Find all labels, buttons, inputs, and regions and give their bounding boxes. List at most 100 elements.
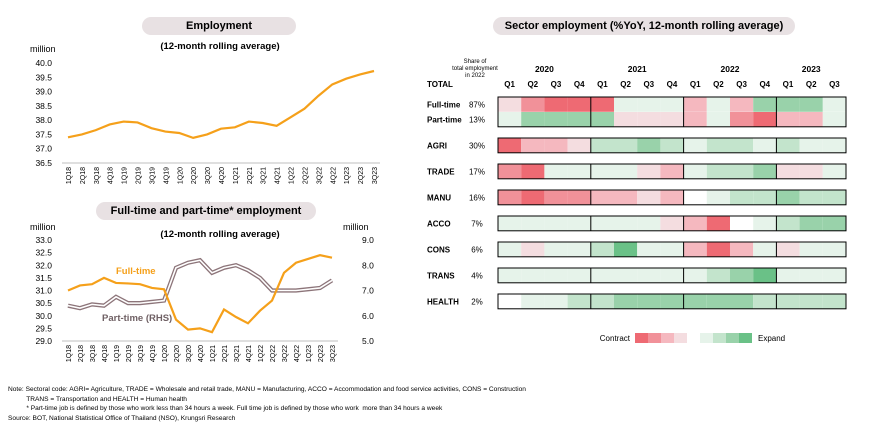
heatmap-cell xyxy=(753,164,777,179)
row-label: TRANS xyxy=(427,272,455,281)
heatmap-cell xyxy=(753,190,777,205)
heatmap-cell xyxy=(498,97,522,112)
heatmap-cell xyxy=(683,242,707,257)
row-share: 17% xyxy=(469,168,485,177)
heatmap-cell xyxy=(544,138,568,153)
heatmap-cell xyxy=(776,138,800,153)
employment-chart-title: Employment xyxy=(142,17,296,35)
heatmap-cell xyxy=(637,190,661,205)
heatmap-cell xyxy=(590,190,614,205)
heatmap-cell xyxy=(706,138,730,153)
row-label: TRADE xyxy=(427,168,455,177)
heatmap-cell xyxy=(706,97,730,112)
x-tick-label: 3Q22 xyxy=(282,345,289,362)
heatmap-cell xyxy=(753,112,777,127)
row-label: Part-time xyxy=(427,116,462,125)
x-tick-label: 2Q19 xyxy=(136,167,143,184)
x-tick-label: 3Q21 xyxy=(234,345,241,362)
heatmap-cell xyxy=(567,164,591,179)
x-tick-label: 2Q19 xyxy=(126,345,133,362)
x-tick-label: 1Q23 xyxy=(344,167,351,184)
heatmap-cell xyxy=(614,242,638,257)
heatmap-cell xyxy=(567,294,591,309)
sector-heatmap-title: Sector employment (%YoY, 12-month rollin… xyxy=(493,17,795,35)
x-tick-label: 4Q21 xyxy=(275,167,282,184)
heatmap-cell xyxy=(567,97,591,112)
heatmap-cell xyxy=(706,190,730,205)
heatmap-cell xyxy=(567,242,591,257)
x-tick-label: 2Q20 xyxy=(174,345,181,362)
x-tick-label: 1Q20 xyxy=(162,345,169,362)
right-y-tick-label: 7.0 xyxy=(362,286,374,296)
heatmap-cell xyxy=(660,138,684,153)
y-tick-label: 40.0 xyxy=(35,58,52,68)
heatmap-cell xyxy=(730,138,754,153)
heatmap-cell xyxy=(660,268,684,283)
heatmap-cell xyxy=(753,294,777,309)
row-label: HEALTH xyxy=(427,298,459,307)
row-group-border xyxy=(497,241,847,258)
heatmap-cell xyxy=(730,268,754,283)
x-tick-label: 1Q19 xyxy=(122,167,129,184)
employment-line-chart: 40.0 39.5 39.0 38.5 38.0 37.5 37.0 36.5 1Q18 2Q18… xyxy=(35,58,380,184)
heatmap-cell xyxy=(498,216,522,231)
heatmap-cell xyxy=(498,112,522,127)
x-tick-label: 4Q22 xyxy=(330,167,337,184)
heatmap-cell xyxy=(590,138,614,153)
left-y-tick-label: 29.0 xyxy=(35,336,52,346)
heatmap-cell xyxy=(753,242,777,257)
row-label: TOTAL xyxy=(427,80,453,89)
heatmap-cell xyxy=(706,242,730,257)
heatmap-cell xyxy=(521,138,545,153)
heatmap-cell xyxy=(776,294,800,309)
quarter-label: Q3 xyxy=(736,80,747,89)
x-tick-label: 1Q21 xyxy=(210,345,217,362)
quarter-label: Q4 xyxy=(574,80,585,89)
heatmap-cell xyxy=(660,294,684,309)
heatmap-cell xyxy=(660,112,684,127)
heatmap-cell xyxy=(521,112,545,127)
row-share: 6% xyxy=(471,246,483,255)
row-group-border xyxy=(497,137,847,154)
quarter-label: Q4 xyxy=(667,80,678,89)
source-note: Source: BOT, National Statistical Office… xyxy=(8,414,236,422)
quarter-label: Q1 xyxy=(597,80,608,89)
part-time-series-line xyxy=(67,259,333,310)
note-sectoral-codes-cont: TRANS = Transportation and HEALTH = Huma… xyxy=(8,395,187,403)
legend-swatch xyxy=(700,333,713,343)
y-tick-label: 39.5 xyxy=(35,72,52,82)
heatmap-cell xyxy=(822,242,846,257)
heatmap-cell xyxy=(567,112,591,127)
heatmap-cell xyxy=(521,294,545,309)
heatmap-cell xyxy=(706,294,730,309)
heatmap-cell xyxy=(637,97,661,112)
heatmap-cell xyxy=(706,268,730,283)
x-tick-label: 4Q19 xyxy=(163,167,170,184)
heatmap-cell xyxy=(567,268,591,283)
share-header: total employment xyxy=(452,66,498,72)
x-tick-label: 1Q23 xyxy=(306,345,313,362)
fulltime-parttime-line-chart: 33.0 32.5 32.0 31.5 31.0 30.5 30.0 29.5 29.0 9.0 8… xyxy=(35,235,374,362)
row-label: ACCO xyxy=(427,220,451,229)
heatmap-cell xyxy=(706,216,730,231)
heatmap-cell xyxy=(637,242,661,257)
heatmap-cell xyxy=(498,294,522,309)
x-tick-label: 3Q21 xyxy=(261,167,268,184)
row-group-border xyxy=(497,293,847,310)
heatmap-cell xyxy=(521,164,545,179)
row-share: 7% xyxy=(471,220,483,229)
row-group-border xyxy=(497,189,847,206)
heatmap-cell xyxy=(822,190,846,205)
heatmap-cell xyxy=(799,112,823,127)
left-y-tick-label: 32.0 xyxy=(35,260,52,270)
left-y-tick-label: 31.5 xyxy=(35,273,52,283)
x-tick-label: 3Q23 xyxy=(330,345,337,362)
row-share: 13% xyxy=(469,116,485,125)
heatmap-cell xyxy=(753,268,777,283)
heatmap-cell xyxy=(590,112,614,127)
heatmap-cell xyxy=(730,164,754,179)
full-time-series-label: Full-time xyxy=(116,266,156,277)
heatmap-cell xyxy=(799,294,823,309)
heatmap-cell xyxy=(637,216,661,231)
quarter-label: Q4 xyxy=(759,80,770,89)
